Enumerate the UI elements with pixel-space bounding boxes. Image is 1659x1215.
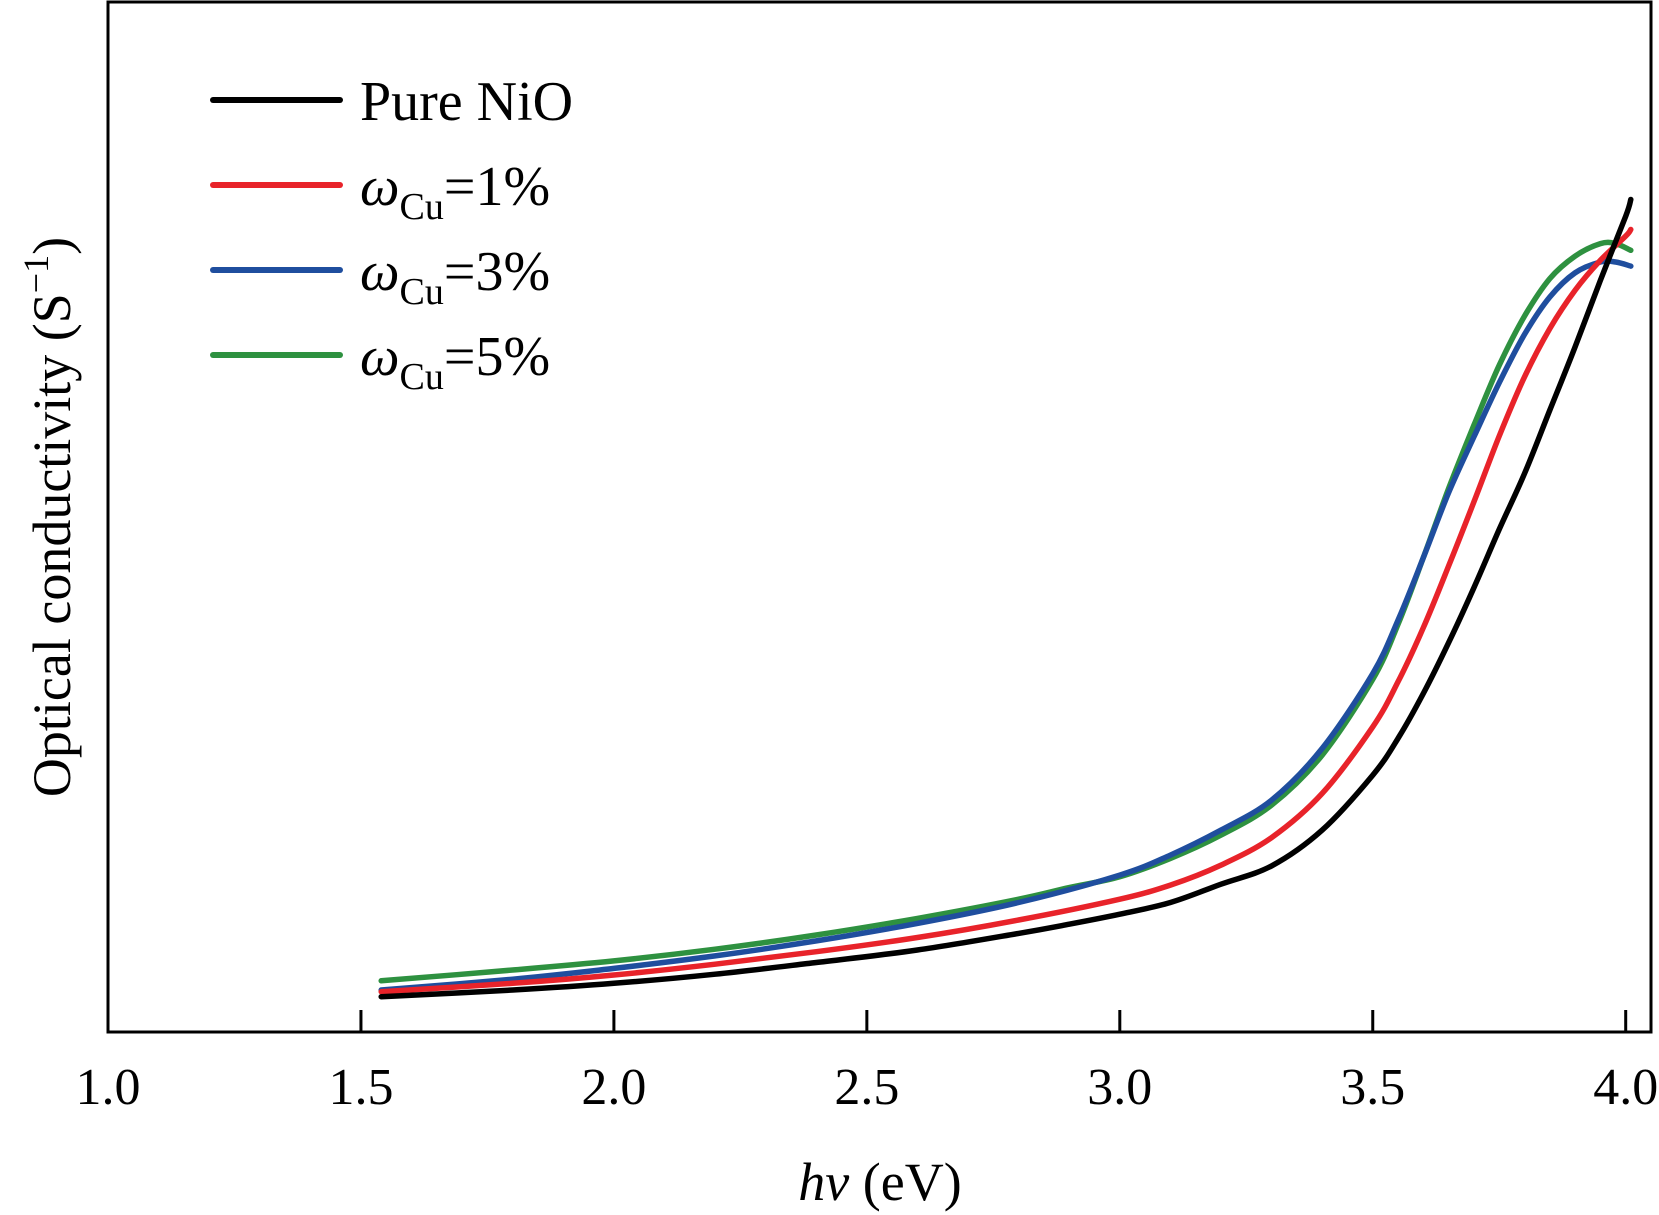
x-tick-layer: 1.0 1.5 2.0 2.5 3.0 3.5 4.0 bbox=[76, 1010, 1658, 1116]
legend-label-2: ωCu=3% bbox=[360, 241, 550, 313]
x-axis-title-symbol: hv bbox=[798, 1152, 849, 1212]
legend-label-value: =5% bbox=[444, 326, 550, 388]
series-line-2 bbox=[378, 258, 1634, 993]
x-tick-label: 2.0 bbox=[581, 1059, 646, 1116]
x-tick-label: 2.5 bbox=[834, 1059, 899, 1116]
legend-label-sub: Cu bbox=[400, 271, 444, 313]
x-tick-label: 3.5 bbox=[1340, 1059, 1405, 1116]
series-layer bbox=[378, 196, 1634, 1000]
legend-label-value: =1% bbox=[444, 156, 550, 218]
legend-label-symbol: ω bbox=[360, 241, 400, 303]
legend-label-symbol: ω bbox=[360, 326, 400, 388]
y-axis-title: Optical conductivity (S−1) bbox=[16, 237, 82, 797]
legend-label-1: ωCu=1% bbox=[360, 156, 550, 228]
y-axis-title-text: Optical conductivity (S bbox=[22, 293, 82, 797]
y-axis-title-close: ) bbox=[22, 237, 82, 255]
legend-label-sub: Cu bbox=[400, 356, 444, 398]
y-axis-title-sup: −1 bbox=[16, 255, 56, 293]
series-line-0 bbox=[378, 196, 1634, 1000]
series-line-1 bbox=[378, 226, 1634, 995]
x-axis-title: hv (eV) bbox=[798, 1152, 961, 1212]
legend-label-value: =3% bbox=[444, 241, 550, 303]
legend-label-sub: Cu bbox=[400, 186, 444, 228]
plot-frame bbox=[106, 0, 1653, 1034]
x-tick-label: 4.0 bbox=[1593, 1059, 1658, 1116]
x-axis-title-unit: (eV) bbox=[849, 1152, 961, 1212]
x-tick-label: 1.5 bbox=[328, 1059, 393, 1116]
legend-label-0: Pure NiO bbox=[360, 71, 573, 133]
legend-label-symbol: ω bbox=[360, 156, 400, 218]
x-tick-label: 1.0 bbox=[76, 1059, 141, 1116]
legend-label-3: ωCu=5% bbox=[360, 326, 550, 398]
x-tick-label: 3.0 bbox=[1087, 1059, 1152, 1116]
legend-label-text: Pure NiO bbox=[360, 71, 573, 133]
series-line-3 bbox=[378, 239, 1634, 984]
